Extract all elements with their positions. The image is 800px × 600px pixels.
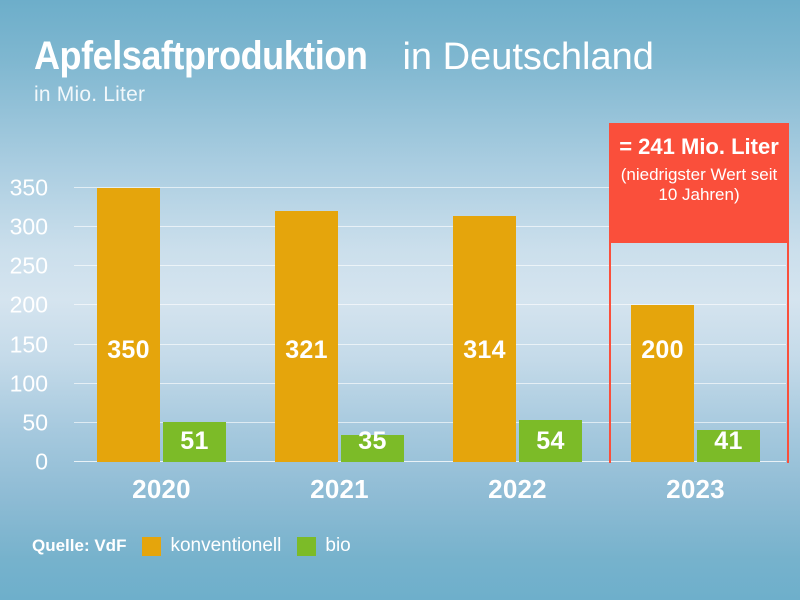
source-label: Quelle: VdF: [32, 536, 127, 555]
legend-swatch-bio: [297, 536, 317, 556]
bar-konventionell-2023: 200: [631, 305, 694, 462]
legend-swatch-konventionell: [142, 536, 162, 556]
gridline: [74, 421, 786, 423]
bar-bio-2020: 51: [163, 422, 226, 462]
bar-value-label: 41: [714, 427, 743, 455]
gridline: [74, 343, 786, 345]
gridline: [74, 382, 786, 384]
y-axis-tick-label: 0: [35, 448, 48, 475]
bar-value-label: 314: [463, 336, 506, 364]
highlight-sub-text: (niedrigster Wert seit 10 Jahren): [620, 164, 778, 205]
x-axis-label-2023: 2023: [666, 474, 725, 504]
y-axis-tick-label: 250: [9, 252, 48, 279]
bar-value-label: 54: [536, 427, 565, 455]
legend-item-konventionell[interactable]: konventionell: [142, 535, 281, 557]
title-bold-part: Apfelsaftproduktion: [34, 34, 368, 78]
chart-header: Apfelsaftproduktion in Deutschland in Mio…: [34, 36, 774, 107]
x-axis-label-2022: 2022: [488, 474, 547, 504]
x-axis-label-2021: 2021: [310, 474, 369, 504]
bar-konventionell-2020: 350: [97, 188, 160, 462]
y-axis-tick-label: 200: [9, 291, 48, 318]
y-axis-tick-label: 300: [9, 213, 48, 240]
page-title: Apfelsaftproduktion in Deutschland: [34, 36, 774, 77]
bar-bio-2023: 41: [697, 427, 760, 462]
chart-subtitle: in Mio. Liter: [34, 82, 146, 106]
legend-label-konventionell: konventionell: [170, 535, 282, 556]
y-axis-tick-label: 100: [9, 370, 48, 397]
gridline: [74, 226, 786, 228]
highlight-main-text: = 241 Mio. Liter: [619, 134, 779, 159]
bar-bio-2022: 54: [519, 419, 582, 462]
y-axis-tick-label: 50: [22, 409, 48, 436]
bar-konventionell-2021: 321: [275, 210, 338, 462]
bar-value-label: 51: [180, 427, 209, 455]
y-axis-tick-label: 350: [9, 174, 48, 201]
bar-value-label: 321: [285, 336, 328, 364]
plot-area: 350 51 321 35 314 54 200 41: [74, 187, 786, 462]
gridline: [74, 265, 786, 267]
bar-bio-2021: 35: [341, 427, 404, 462]
legend-item-bio[interactable]: bio: [297, 535, 351, 557]
highlight-callout: = 241 Mio. Liter (niedrigster Wert seit …: [609, 123, 789, 243]
legend-label-bio: bio: [325, 535, 351, 556]
gridline: [74, 187, 786, 188]
bar-value-label: 35: [358, 427, 387, 455]
legend-item-group: konventionell bio: [142, 535, 366, 557]
y-axis-tick-label: 150: [9, 331, 48, 358]
bar-value-label: 350: [107, 336, 150, 364]
x-axis-label-2020: 2020: [132, 474, 191, 504]
title-light-part: in Deutschland: [402, 36, 654, 78]
bar-value-label: 200: [641, 336, 684, 364]
gridline: [74, 304, 786, 306]
chart-legend: Quelle: VdF konventionell bio: [32, 535, 367, 557]
bar-konventionell-2022: 314: [453, 216, 516, 462]
gridline: [74, 461, 786, 462]
